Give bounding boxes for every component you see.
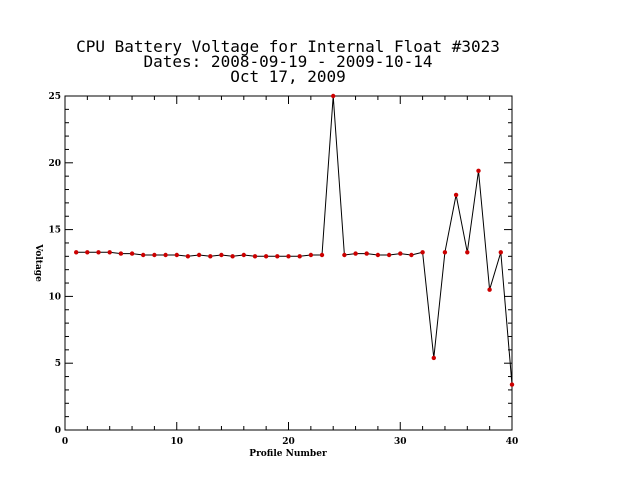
y-tick-label-5: 5	[55, 359, 61, 369]
chart-title-line-1: CPU Battery Voltage for Internal Float #…	[76, 37, 500, 56]
data-point-11	[185, 254, 191, 259]
data-point-17	[252, 254, 258, 259]
data-point-4	[107, 250, 112, 255]
data-point-12	[196, 252, 202, 258]
data-point-40	[509, 382, 515, 387]
y-tick-label-10: 10	[48, 292, 61, 302]
data-point-16	[241, 252, 246, 258]
data-point-34	[442, 250, 448, 255]
data-point-31	[409, 252, 414, 258]
data-point-18	[263, 254, 269, 259]
axes: 0 10 20 30 40 0 5 10 15 20 25	[48, 92, 518, 447]
data-point-30	[398, 251, 403, 256]
data-point-36	[465, 250, 470, 255]
x-tick-label-40: 40	[506, 437, 519, 447]
data-point-33	[431, 355, 436, 361]
y-tick-label-0: 0	[55, 426, 61, 436]
y-tick-label-15: 15	[48, 226, 61, 236]
data-point-9	[163, 252, 168, 258]
data-point-37	[476, 168, 481, 173]
y-tick-label-20: 20	[48, 159, 61, 169]
x-tick-label-30: 30	[394, 437, 407, 447]
chart-title-line-2: Dates: 2008-09-19 - 2009-10-14	[144, 52, 433, 71]
data-point-2	[85, 250, 90, 255]
data-point-14	[219, 252, 224, 258]
data-point-8	[152, 252, 157, 258]
x-tick-label-0: 0	[62, 437, 68, 447]
data-point-10	[174, 252, 179, 258]
data-point-21	[297, 254, 302, 259]
data-point-1	[74, 250, 79, 255]
data-point-27	[364, 251, 369, 256]
data-point-6	[129, 251, 135, 256]
series-voltage	[74, 93, 515, 387]
data-point-23	[319, 252, 325, 258]
data-point-22	[308, 252, 314, 258]
data-point-15	[230, 254, 235, 259]
data-point-25	[342, 252, 347, 258]
data-point-29	[386, 252, 392, 258]
data-point-32	[420, 250, 425, 255]
data-point-39	[498, 250, 503, 255]
data-point-24	[331, 93, 336, 99]
x-tick-label-20: 20	[282, 437, 295, 447]
data-point-26	[353, 251, 358, 256]
chart-title-line-3: Oct 17, 2009	[230, 67, 346, 86]
data-point-13	[208, 254, 213, 259]
y-axis-label: Voltage	[33, 243, 43, 282]
data-point-5	[118, 251, 124, 256]
data-point-38	[487, 287, 492, 292]
x-axis-label: Profile Number	[249, 449, 327, 459]
data-point-19	[275, 254, 280, 259]
data-point-35	[453, 192, 459, 198]
plot-frame	[64, 95, 513, 431]
data-point-28	[375, 252, 381, 258]
y-tick-label-25: 25	[48, 92, 61, 102]
x-tick-label-10: 10	[170, 437, 183, 447]
series-line-0	[76, 95, 513, 385]
data-point-7	[141, 252, 146, 258]
data-point-20	[286, 254, 291, 259]
data-point-3	[96, 250, 101, 255]
